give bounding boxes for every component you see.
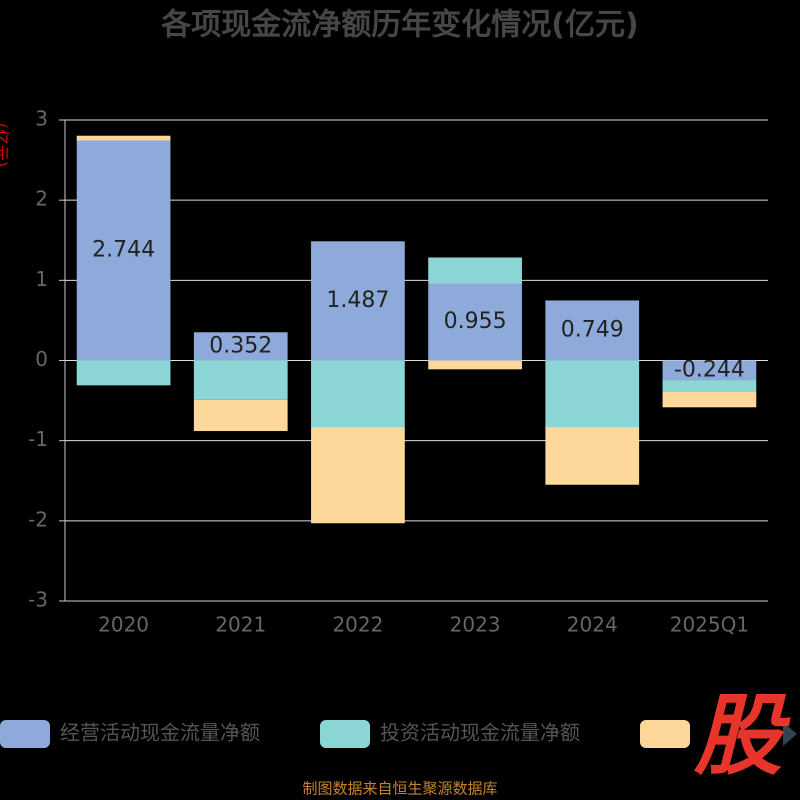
data-label: 1.487 (326, 288, 389, 313)
bar (76, 135, 171, 141)
y-tick-label: -2 (28, 507, 48, 531)
x-tick-label: 2022 (332, 613, 383, 637)
x-tick-label: 2024 (567, 613, 618, 637)
bar (311, 427, 405, 524)
bar (428, 283, 522, 361)
bar (428, 257, 522, 284)
legend-next-arrow[interactable] (783, 722, 797, 746)
bar (662, 391, 757, 408)
chart-title: 各项现金流净额历年变化情况(亿元) (160, 8, 638, 43)
legend-label: 投资活动现金流量净额 (380, 721, 580, 745)
data-label: 0.352 (209, 333, 272, 358)
bar (76, 360, 171, 386)
x-tick-label: 2021 (215, 613, 266, 637)
x-tick-label: 2025Q1 (670, 613, 749, 637)
bar (545, 360, 640, 428)
bar (545, 427, 640, 485)
bar (193, 332, 288, 361)
y-tick-label: 1 (35, 267, 48, 291)
logo: 股 (693, 684, 791, 787)
data-label: 0.749 (561, 317, 624, 342)
bar (662, 360, 757, 381)
y-tick-label: -1 (28, 427, 48, 451)
legend-swatch (320, 720, 370, 748)
legend-swatch (0, 720, 50, 748)
bar (428, 360, 522, 370)
y-axis-label: (亿元) (0, 123, 11, 168)
data-label: 0.955 (444, 309, 507, 334)
y-tick-label: 3 (35, 107, 48, 131)
y-tick-label: 0 (35, 347, 48, 371)
data-label: -0.244 (674, 357, 745, 382)
bar (193, 399, 288, 432)
bar (76, 140, 171, 361)
y-tick-label: -3 (28, 588, 48, 612)
bar (311, 360, 405, 428)
bar (545, 300, 640, 361)
legend-swatch (640, 720, 690, 748)
y-tick-label: 2 (35, 187, 48, 211)
bar (311, 241, 405, 361)
x-tick-label: 2020 (98, 613, 149, 637)
source: 制图数据来自恒生聚源数据库 (302, 780, 497, 798)
bar (193, 360, 288, 400)
data-label: 2.744 (92, 238, 155, 263)
legend-label: 经营活动现金流量净额 (60, 721, 260, 745)
bar (662, 380, 757, 392)
x-tick-label: 2023 (450, 613, 501, 637)
